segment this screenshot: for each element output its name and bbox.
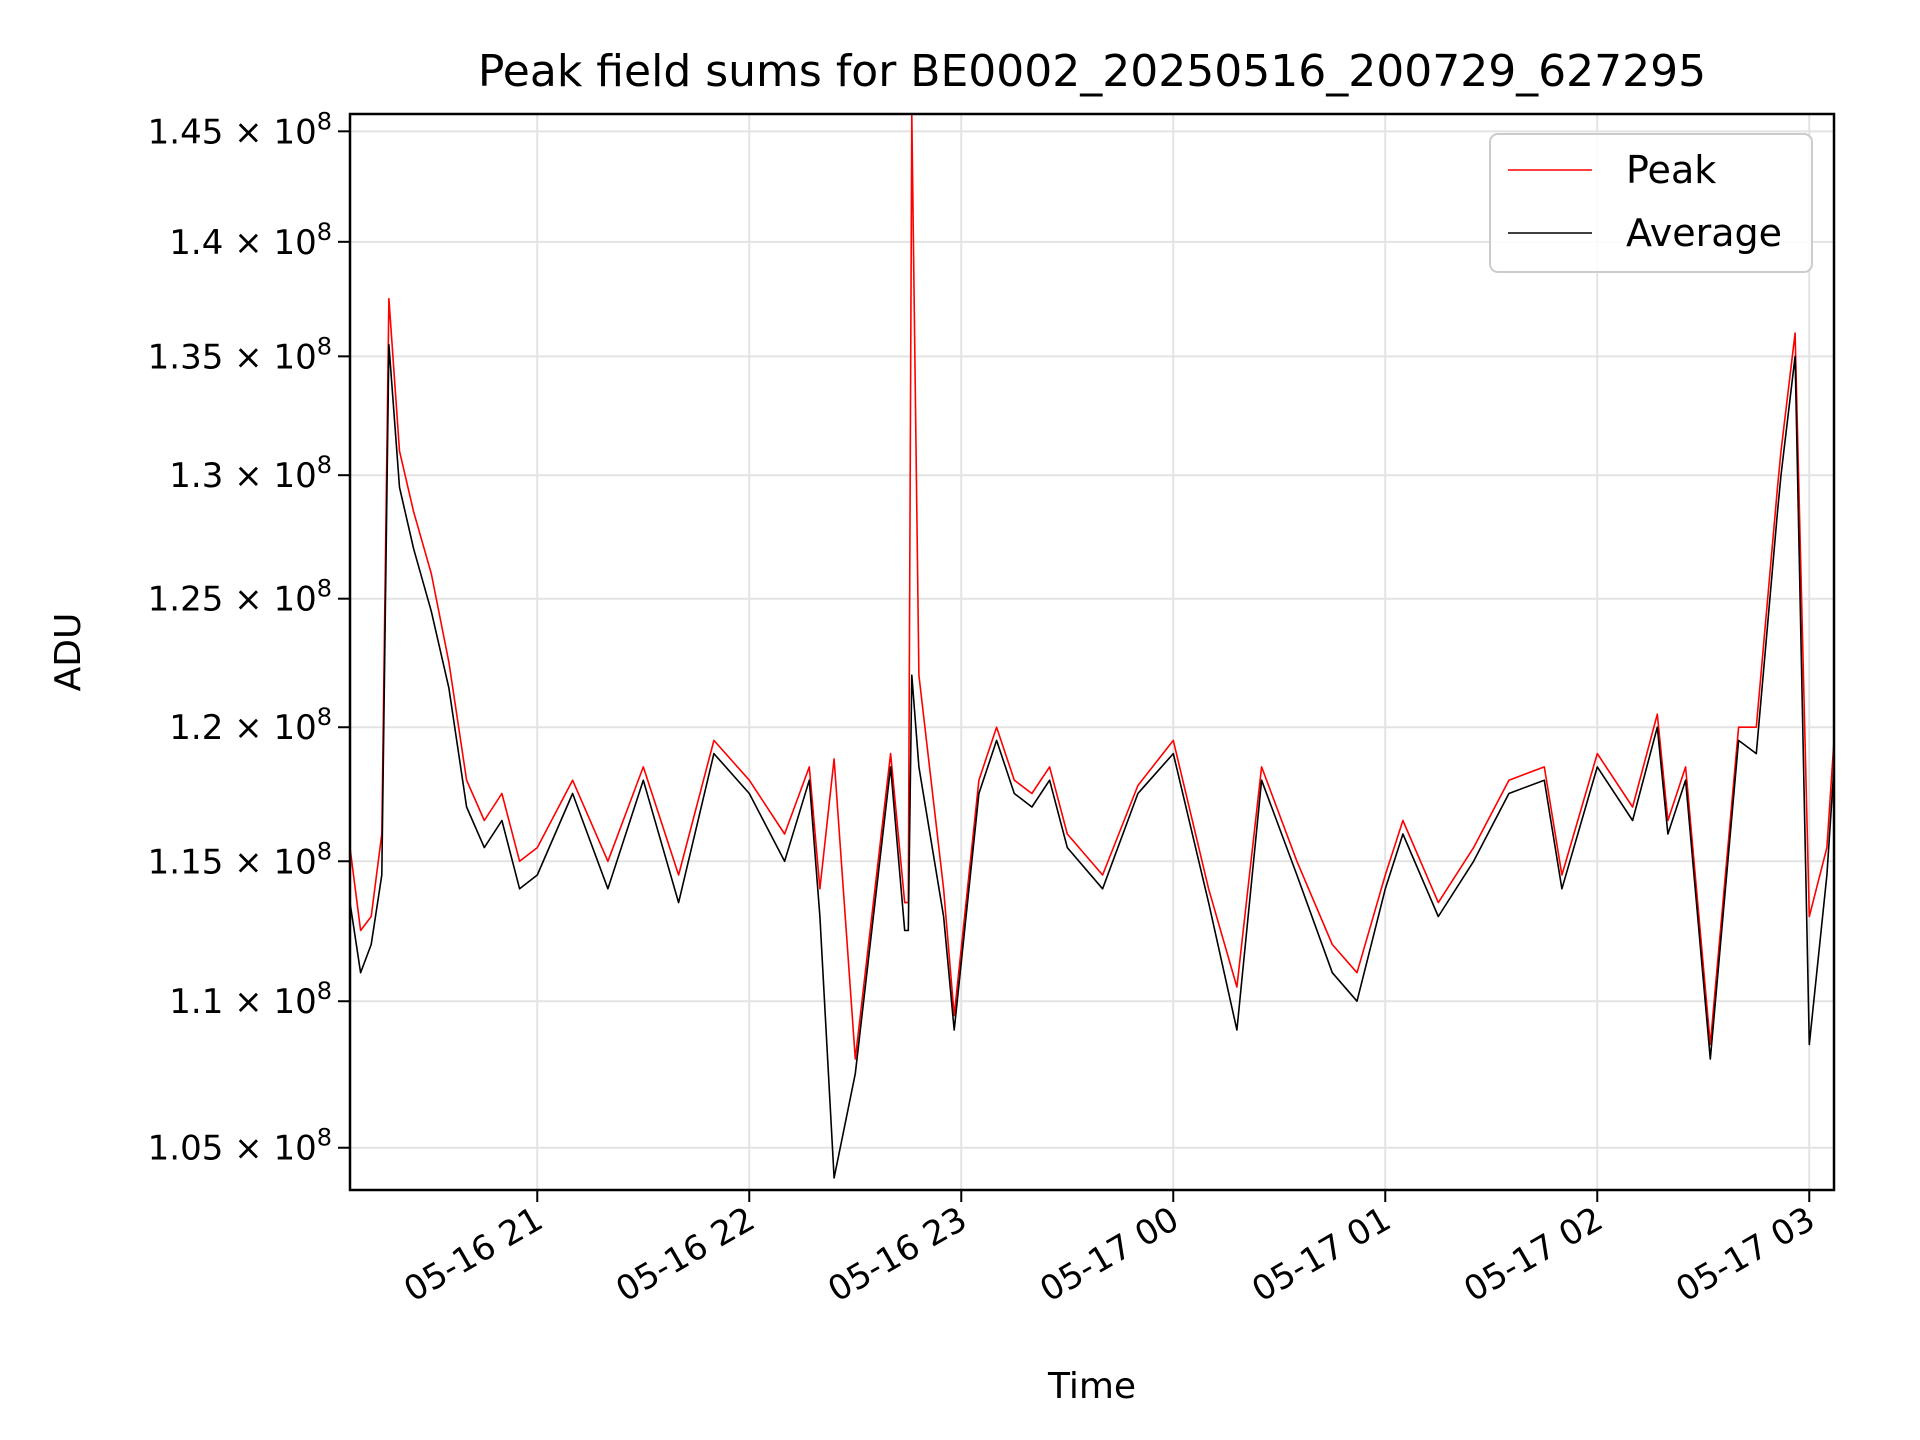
series-line-peak bbox=[349, 113, 1835, 1060]
y-tick-label: 1.2 × 108 bbox=[169, 703, 332, 748]
y-axis: 1.05 × 108 1.1 × 108 1.15 × 108 1.2 × 108 1.… bbox=[148, 107, 350, 1169]
y-tick-label: 1.15 × 108 bbox=[148, 837, 332, 882]
legend-box bbox=[1489, 133, 1813, 273]
series-layer bbox=[349, 113, 1835, 1179]
legend-label-average: Average bbox=[1626, 211, 1782, 255]
y-tick-label: 1.35 × 108 bbox=[148, 332, 332, 377]
y-tick-label: 1.25 × 108 bbox=[148, 575, 332, 620]
chart-title: Peak field sums for BE0002_20250516_2007… bbox=[478, 46, 1706, 97]
y-tick-label: 1.3 × 108 bbox=[169, 451, 332, 496]
y-axis-label: ADU bbox=[48, 613, 89, 692]
y-tick-label: 1.45 × 108 bbox=[148, 107, 332, 152]
x-axis-label: Time bbox=[1047, 1366, 1136, 1407]
plot-frame bbox=[348, 112, 1836, 1192]
y-tick-label: 1.1 × 108 bbox=[169, 977, 332, 1022]
y-tick-label: 1.4 × 108 bbox=[169, 218, 332, 263]
series-line-average bbox=[349, 343, 1835, 1179]
legend-label-peak: Peak bbox=[1626, 148, 1716, 192]
legend: Peak Average bbox=[1489, 133, 1813, 273]
y-tick-label: 1.05 × 108 bbox=[148, 1124, 332, 1169]
